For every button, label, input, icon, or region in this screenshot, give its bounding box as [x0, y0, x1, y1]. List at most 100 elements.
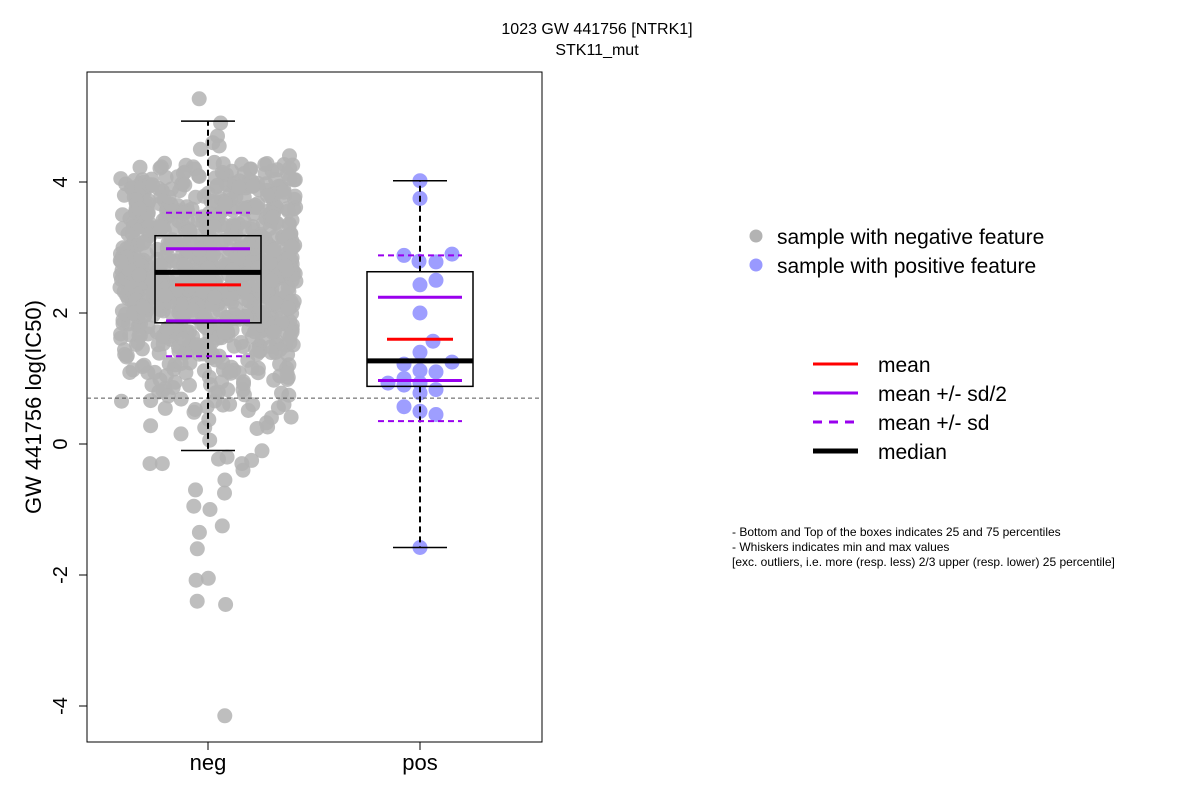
- legend-point-marker: [749, 229, 763, 243]
- neg-sample-point: [192, 141, 208, 157]
- y-axis-label: GW 441756 log(IC50): [21, 300, 46, 514]
- pos-sample-point: [428, 272, 444, 288]
- neg-sample-point: [173, 426, 189, 442]
- neg-sample-point: [135, 359, 150, 375]
- neg-sample-point: [157, 288, 173, 303]
- pos-sample-point: [428, 382, 444, 398]
- neg-sample-point: [173, 297, 189, 312]
- neg-sample-point: [122, 327, 138, 343]
- neg-sample-point: [259, 156, 275, 171]
- neg-sample-point: [245, 178, 261, 194]
- neg-sample-point: [195, 284, 211, 300]
- neg-sample-point: [175, 331, 191, 347]
- pos-sample-point: [428, 407, 444, 422]
- neg-sample-point: [249, 346, 265, 362]
- neg-sample-point: [157, 400, 173, 416]
- neg-sample-point: [176, 230, 192, 246]
- legend-line-label: median: [878, 441, 947, 464]
- neg-sample-point: [213, 115, 229, 131]
- neg-sample-point: [280, 203, 296, 219]
- neg-sample-point: [242, 161, 258, 177]
- box-pos: [366, 179, 474, 549]
- footnote: - Bottom and Top of the boxes indicates …: [732, 525, 1115, 570]
- legend-line-label: mean +/- sd: [878, 412, 989, 435]
- legend-point-label: sample with positive feature: [777, 255, 1036, 278]
- neg-sample-point: [136, 235, 152, 251]
- neg-sample-point: [185, 302, 200, 318]
- pos-sample-point: [380, 375, 396, 391]
- neg-sample-point: [282, 170, 298, 186]
- neg-sample-point: [191, 169, 207, 184]
- neg-sample-point: [189, 593, 205, 609]
- y-tick-label: -2: [50, 566, 72, 584]
- neg-sample-point: [119, 349, 134, 365]
- chart-title: 1023 GW 441756 [NTRK1]: [501, 21, 692, 38]
- neg-sample-point: [160, 388, 176, 404]
- neg-sample-point: [173, 356, 189, 371]
- neg-sample-point: [280, 300, 296, 316]
- neg-sample-point: [176, 205, 192, 221]
- neg-sample-point: [266, 242, 282, 258]
- neg-sample-point: [245, 329, 260, 345]
- neg-sample-point: [122, 365, 138, 380]
- neg-sample-point: [154, 456, 170, 472]
- legend-line-label: mean: [878, 354, 931, 377]
- neg-sample-point: [217, 485, 232, 501]
- neg-sample-point: [202, 432, 218, 448]
- footnote-line-1: - Bottom and Top of the boxes indicates …: [732, 525, 1061, 539]
- neg-sample-point: [262, 254, 278, 270]
- box-neg: [154, 120, 262, 452]
- neg-sample-point: [147, 364, 163, 380]
- neg-sample-point: [175, 257, 191, 273]
- neg-sample-point: [219, 449, 235, 465]
- neg-sample-point: [240, 403, 256, 418]
- neg-sample-point: [263, 345, 279, 361]
- x-tick-label: pos: [402, 750, 437, 775]
- neg-sample-point: [215, 355, 231, 370]
- neg-sample-point: [187, 402, 203, 417]
- neg-sample-point: [116, 187, 132, 203]
- neg-sample-point: [222, 396, 238, 412]
- neg-sample-point: [215, 156, 231, 172]
- iqr-box: [366, 270, 474, 388]
- pos-sample-point: [412, 305, 428, 321]
- neg-sample-point: [228, 300, 244, 316]
- neg-sample-point: [282, 148, 297, 164]
- neg-sample-point: [244, 452, 260, 468]
- neg-sample-point: [276, 184, 292, 200]
- neg-sample-point: [153, 258, 169, 274]
- footnote-line-3: [exc. outliers, i.e. more (resp. less) 2…: [732, 555, 1115, 569]
- neg-sample-point: [217, 472, 233, 488]
- neg-sample-point: [143, 393, 159, 409]
- neg-sample-point: [113, 171, 129, 187]
- pos-sample-point: [396, 399, 412, 415]
- neg-sample-point: [114, 393, 129, 409]
- neg-sample-point: [191, 91, 207, 107]
- neg-sample-point: [283, 239, 299, 255]
- neg-sample-point: [188, 189, 204, 205]
- y-tick-label: 4: [50, 176, 72, 187]
- neg-sample-point: [142, 456, 158, 472]
- neg-sample-point: [274, 385, 289, 401]
- neg-sample-point: [206, 219, 222, 235]
- neg-sample-point: [265, 209, 281, 225]
- neg-sample-point: [254, 443, 270, 459]
- neg-sample-point: [189, 541, 205, 557]
- iqr-box: [154, 234, 262, 324]
- legend-point-label: sample with negative feature: [777, 226, 1044, 249]
- neg-sample-point: [200, 570, 216, 586]
- neg-sample-point: [244, 360, 260, 376]
- neg-sample-point: [153, 219, 169, 235]
- pos-sample-point: [412, 344, 428, 360]
- neg-sample-point: [279, 365, 295, 381]
- neg-sample-point: [255, 305, 271, 320]
- neg-sample-point: [115, 221, 131, 237]
- neg-sample-point: [217, 708, 233, 724]
- pos-sample-point: [428, 254, 444, 270]
- chart-subtitle: STK11_mut: [555, 42, 639, 59]
- neg-sample-point: [277, 258, 293, 274]
- neg-sample-point: [189, 337, 205, 353]
- neg-sample-point: [135, 300, 151, 316]
- neg-sample-point: [231, 179, 247, 195]
